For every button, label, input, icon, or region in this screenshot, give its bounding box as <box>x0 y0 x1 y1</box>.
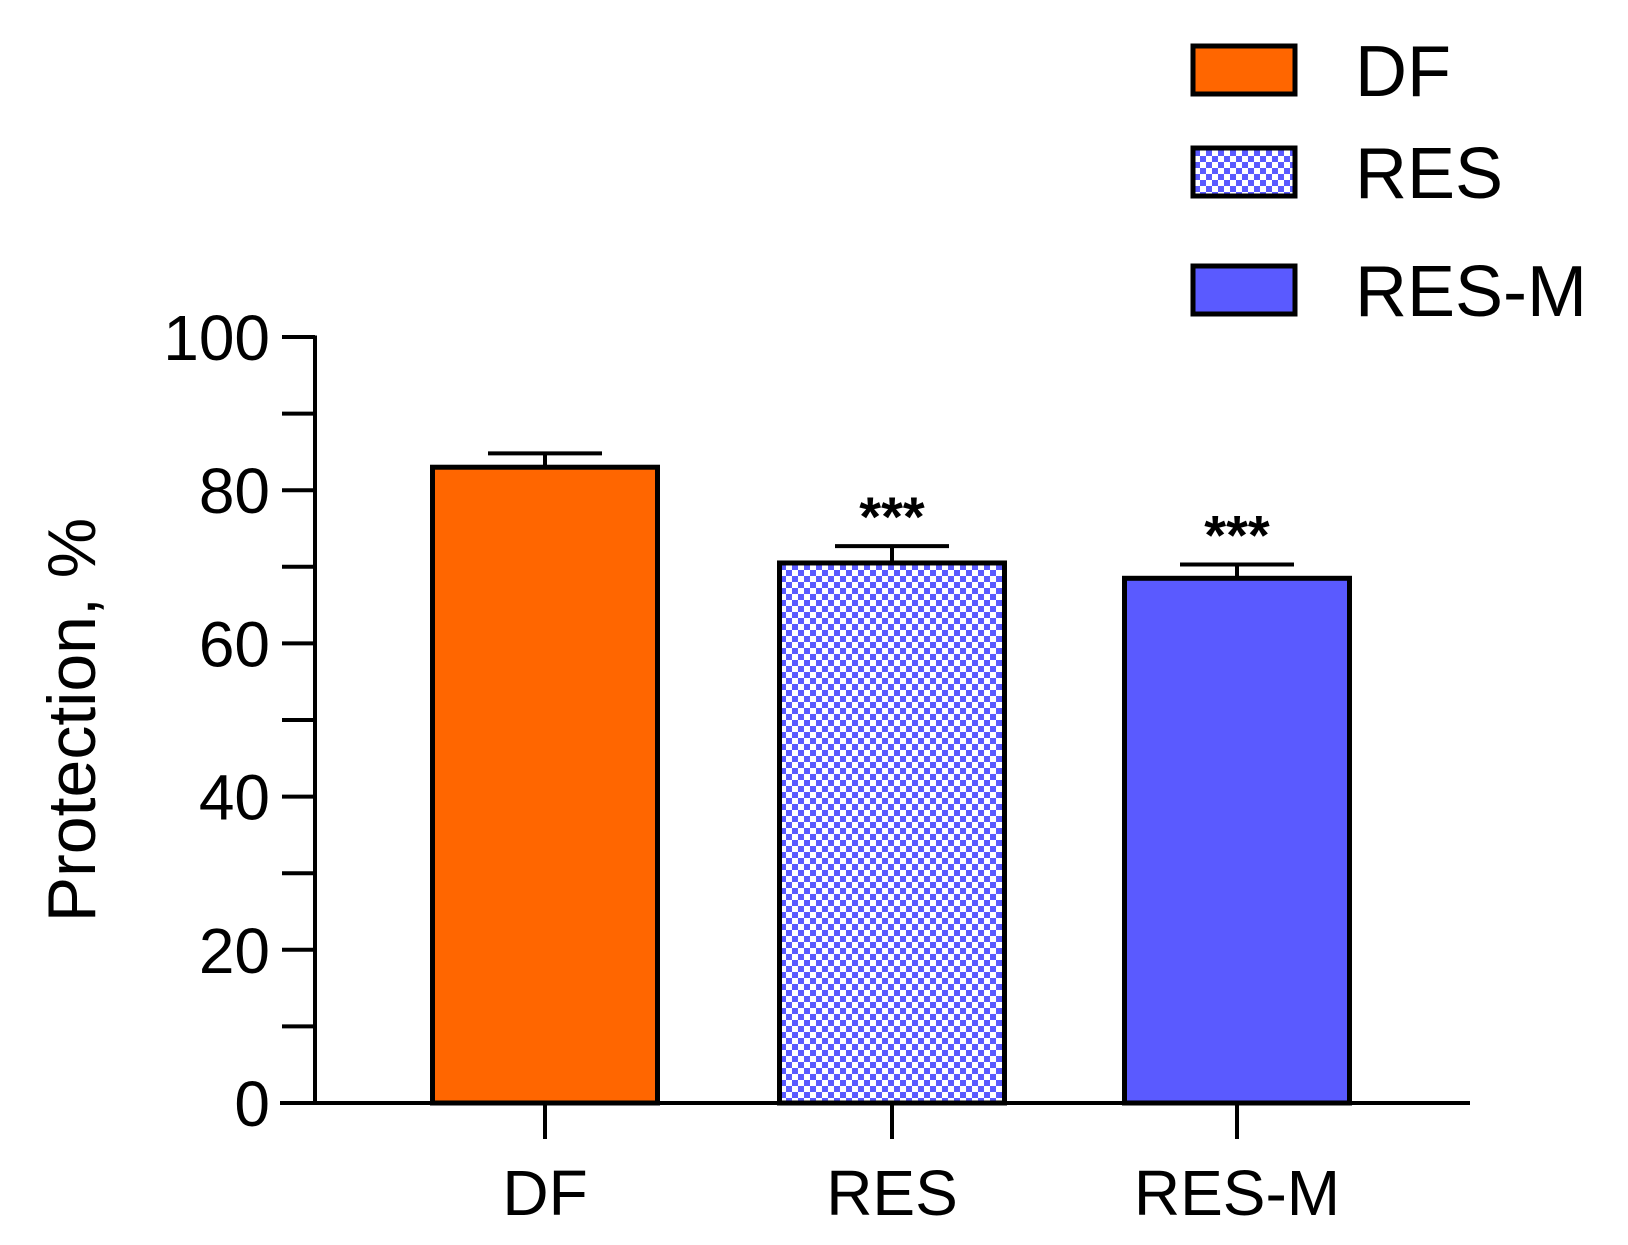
y-tick-label: 20 <box>199 915 270 987</box>
legend-swatch <box>1190 145 1298 199</box>
legend-label: RES <box>1355 134 1503 214</box>
y-tick-label: 60 <box>199 608 270 680</box>
x-axis: DF RES RES-M <box>280 1101 1470 1229</box>
bar-res <box>777 560 1007 1106</box>
legend-label: RES-M <box>1355 252 1587 332</box>
y-tick-label: 80 <box>199 455 270 527</box>
bar-df <box>430 464 660 1106</box>
legend-swatch <box>1190 43 1298 97</box>
y-tick-label: 100 <box>163 302 270 374</box>
legend-label: DF <box>1355 32 1451 112</box>
x-tick-label: DF <box>502 1157 587 1229</box>
bars: *** *** <box>430 451 1352 1106</box>
y-axis-ticks: 0 20 40 60 80 100 <box>163 302 317 1140</box>
bar-res-m <box>1122 575 1352 1106</box>
x-tick-label: RES-M <box>1134 1157 1340 1229</box>
y-tick-label: 40 <box>199 762 270 834</box>
legend: DF RES RES-M <box>1190 32 1587 332</box>
significance-label: *** <box>859 485 925 548</box>
significance-label: *** <box>1204 504 1270 567</box>
y-axis-title: Protection, % <box>34 518 110 922</box>
legend-swatch <box>1190 263 1298 317</box>
x-tick-label: RES <box>826 1157 958 1229</box>
y-tick-label: 0 <box>234 1068 270 1140</box>
